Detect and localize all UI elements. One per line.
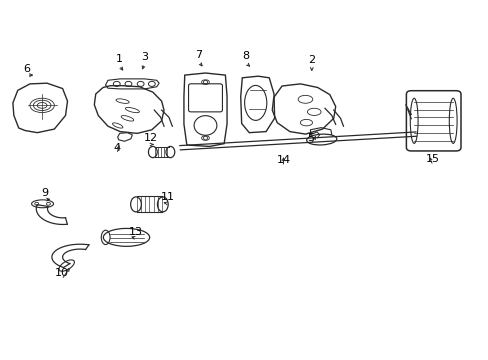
Ellipse shape [244, 85, 266, 120]
Text: 3: 3 [141, 52, 148, 62]
Text: 1: 1 [116, 54, 122, 64]
Text: 6: 6 [23, 64, 30, 74]
Text: 11: 11 [160, 192, 174, 202]
Text: 13: 13 [129, 227, 143, 237]
Text: 5: 5 [306, 133, 314, 143]
Ellipse shape [306, 134, 336, 145]
Ellipse shape [194, 116, 217, 135]
Text: 12: 12 [143, 133, 158, 143]
Text: 2: 2 [307, 55, 315, 65]
Text: 15: 15 [426, 154, 439, 164]
Text: 4: 4 [113, 143, 120, 153]
Text: 8: 8 [242, 51, 249, 61]
FancyBboxPatch shape [188, 84, 222, 112]
Text: 9: 9 [41, 188, 48, 198]
Text: 10: 10 [55, 268, 68, 278]
Text: 7: 7 [195, 50, 202, 60]
Text: 14: 14 [276, 155, 290, 165]
